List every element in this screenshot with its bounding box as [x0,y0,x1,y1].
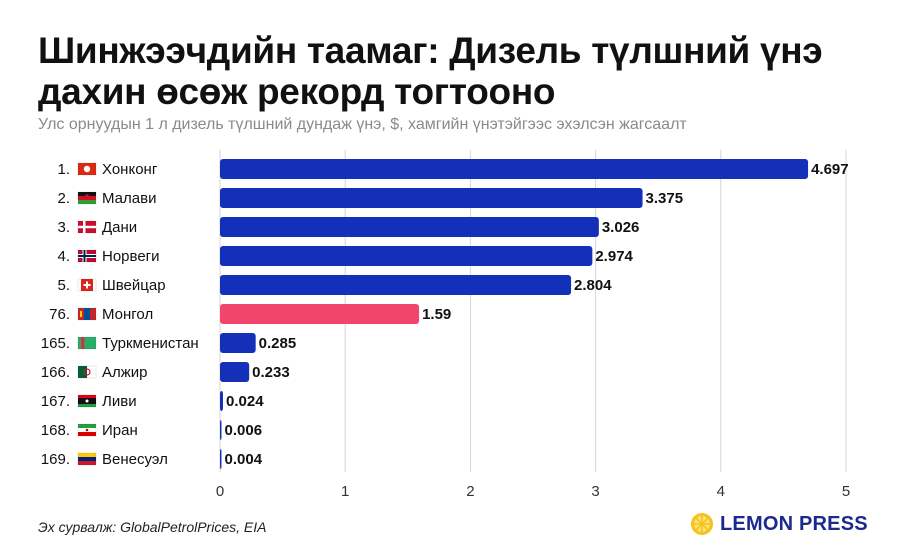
algeria-flag-icon [77,365,97,379]
libya-flag-icon [77,394,97,408]
hong-kong-flag-icon [77,162,97,176]
bar-chart: 0 1 2 3 4 5 1. Хонконг 4.697 2. Малави 3.375 3. Дани 3… [41,150,850,500]
rank-label: 3. [57,219,70,236]
value-label: 3.026 [602,219,640,236]
x-tick-label: 0 [216,483,224,500]
x-tick-label: 2 [466,483,474,500]
category-label: Монгол [102,306,153,323]
logo-text: LEMON PRESS [720,512,868,535]
value-label: 0.024 [226,393,264,410]
value-label: 3.375 [646,190,684,207]
rank-label: 4. [57,248,70,265]
iran-flag-icon [77,423,97,437]
category-label: Дани [102,219,137,236]
value-label: 0.006 [225,422,263,439]
x-tick-label: 3 [591,483,599,500]
category-label: Иран [102,422,138,439]
rank-label: 165. [41,335,70,352]
value-label: 1.59 [422,306,451,323]
category-label: Венесуэл [102,451,168,468]
category-label: Норвеги [102,248,160,265]
rank-label: 76. [49,306,70,323]
chart-subtitle: Улс орнуудын 1 л дизель түлшний дундаж ү… [38,116,687,133]
value-label: 0.285 [259,335,297,352]
bar [220,362,250,382]
value-label: 0.004 [225,451,263,468]
lemon-press-logo: LEMON PRESS [690,512,868,536]
bar [220,246,593,266]
bar [220,391,224,411]
bar [220,333,256,353]
x-tick-label: 4 [717,483,725,500]
bar [220,304,420,324]
rank-label: 1. [57,161,70,178]
x-tick-label: 5 [842,483,850,500]
category-label: Хонконг [102,161,158,178]
venezuela-flag-icon [77,452,97,466]
category-label: Швейцар [102,277,166,294]
malawi-flag-icon [77,191,97,205]
rank-label: 5. [57,277,70,294]
norway-flag-icon [77,249,97,263]
value-label: 2.804 [574,277,612,294]
bar [220,449,222,469]
value-label: 4.697 [811,161,849,178]
mongolia-flag-icon [77,307,97,321]
rank-label: 169. [41,451,70,468]
category-label: Алжир [102,364,148,381]
switzerland-flag-icon [77,278,97,292]
source-note: Эх сурвалж: GlobalPetrolPrices, EIA [38,519,267,535]
chart-title: Шинжээчдийн таамаг: Дизель түлшний үнэ д… [38,30,823,112]
bar [220,159,809,179]
denmark-flag-icon [77,220,97,234]
category-label: Туркменистан [102,335,199,352]
rank-label: 168. [41,422,70,439]
turkmenistan-flag-icon [77,336,97,350]
rank-label: 166. [41,364,70,381]
bar [220,217,599,237]
value-label: 0.233 [252,364,290,381]
bar [220,420,222,440]
category-label: Ливи [102,393,137,410]
rank-label: 167. [41,393,70,410]
value-label: 2.974 [595,248,633,265]
bar [220,275,572,295]
x-tick-label: 1 [341,483,349,500]
lemon-icon [691,513,713,535]
category-label: Малави [102,190,156,207]
bar [220,188,643,208]
rank-label: 2. [57,190,70,207]
